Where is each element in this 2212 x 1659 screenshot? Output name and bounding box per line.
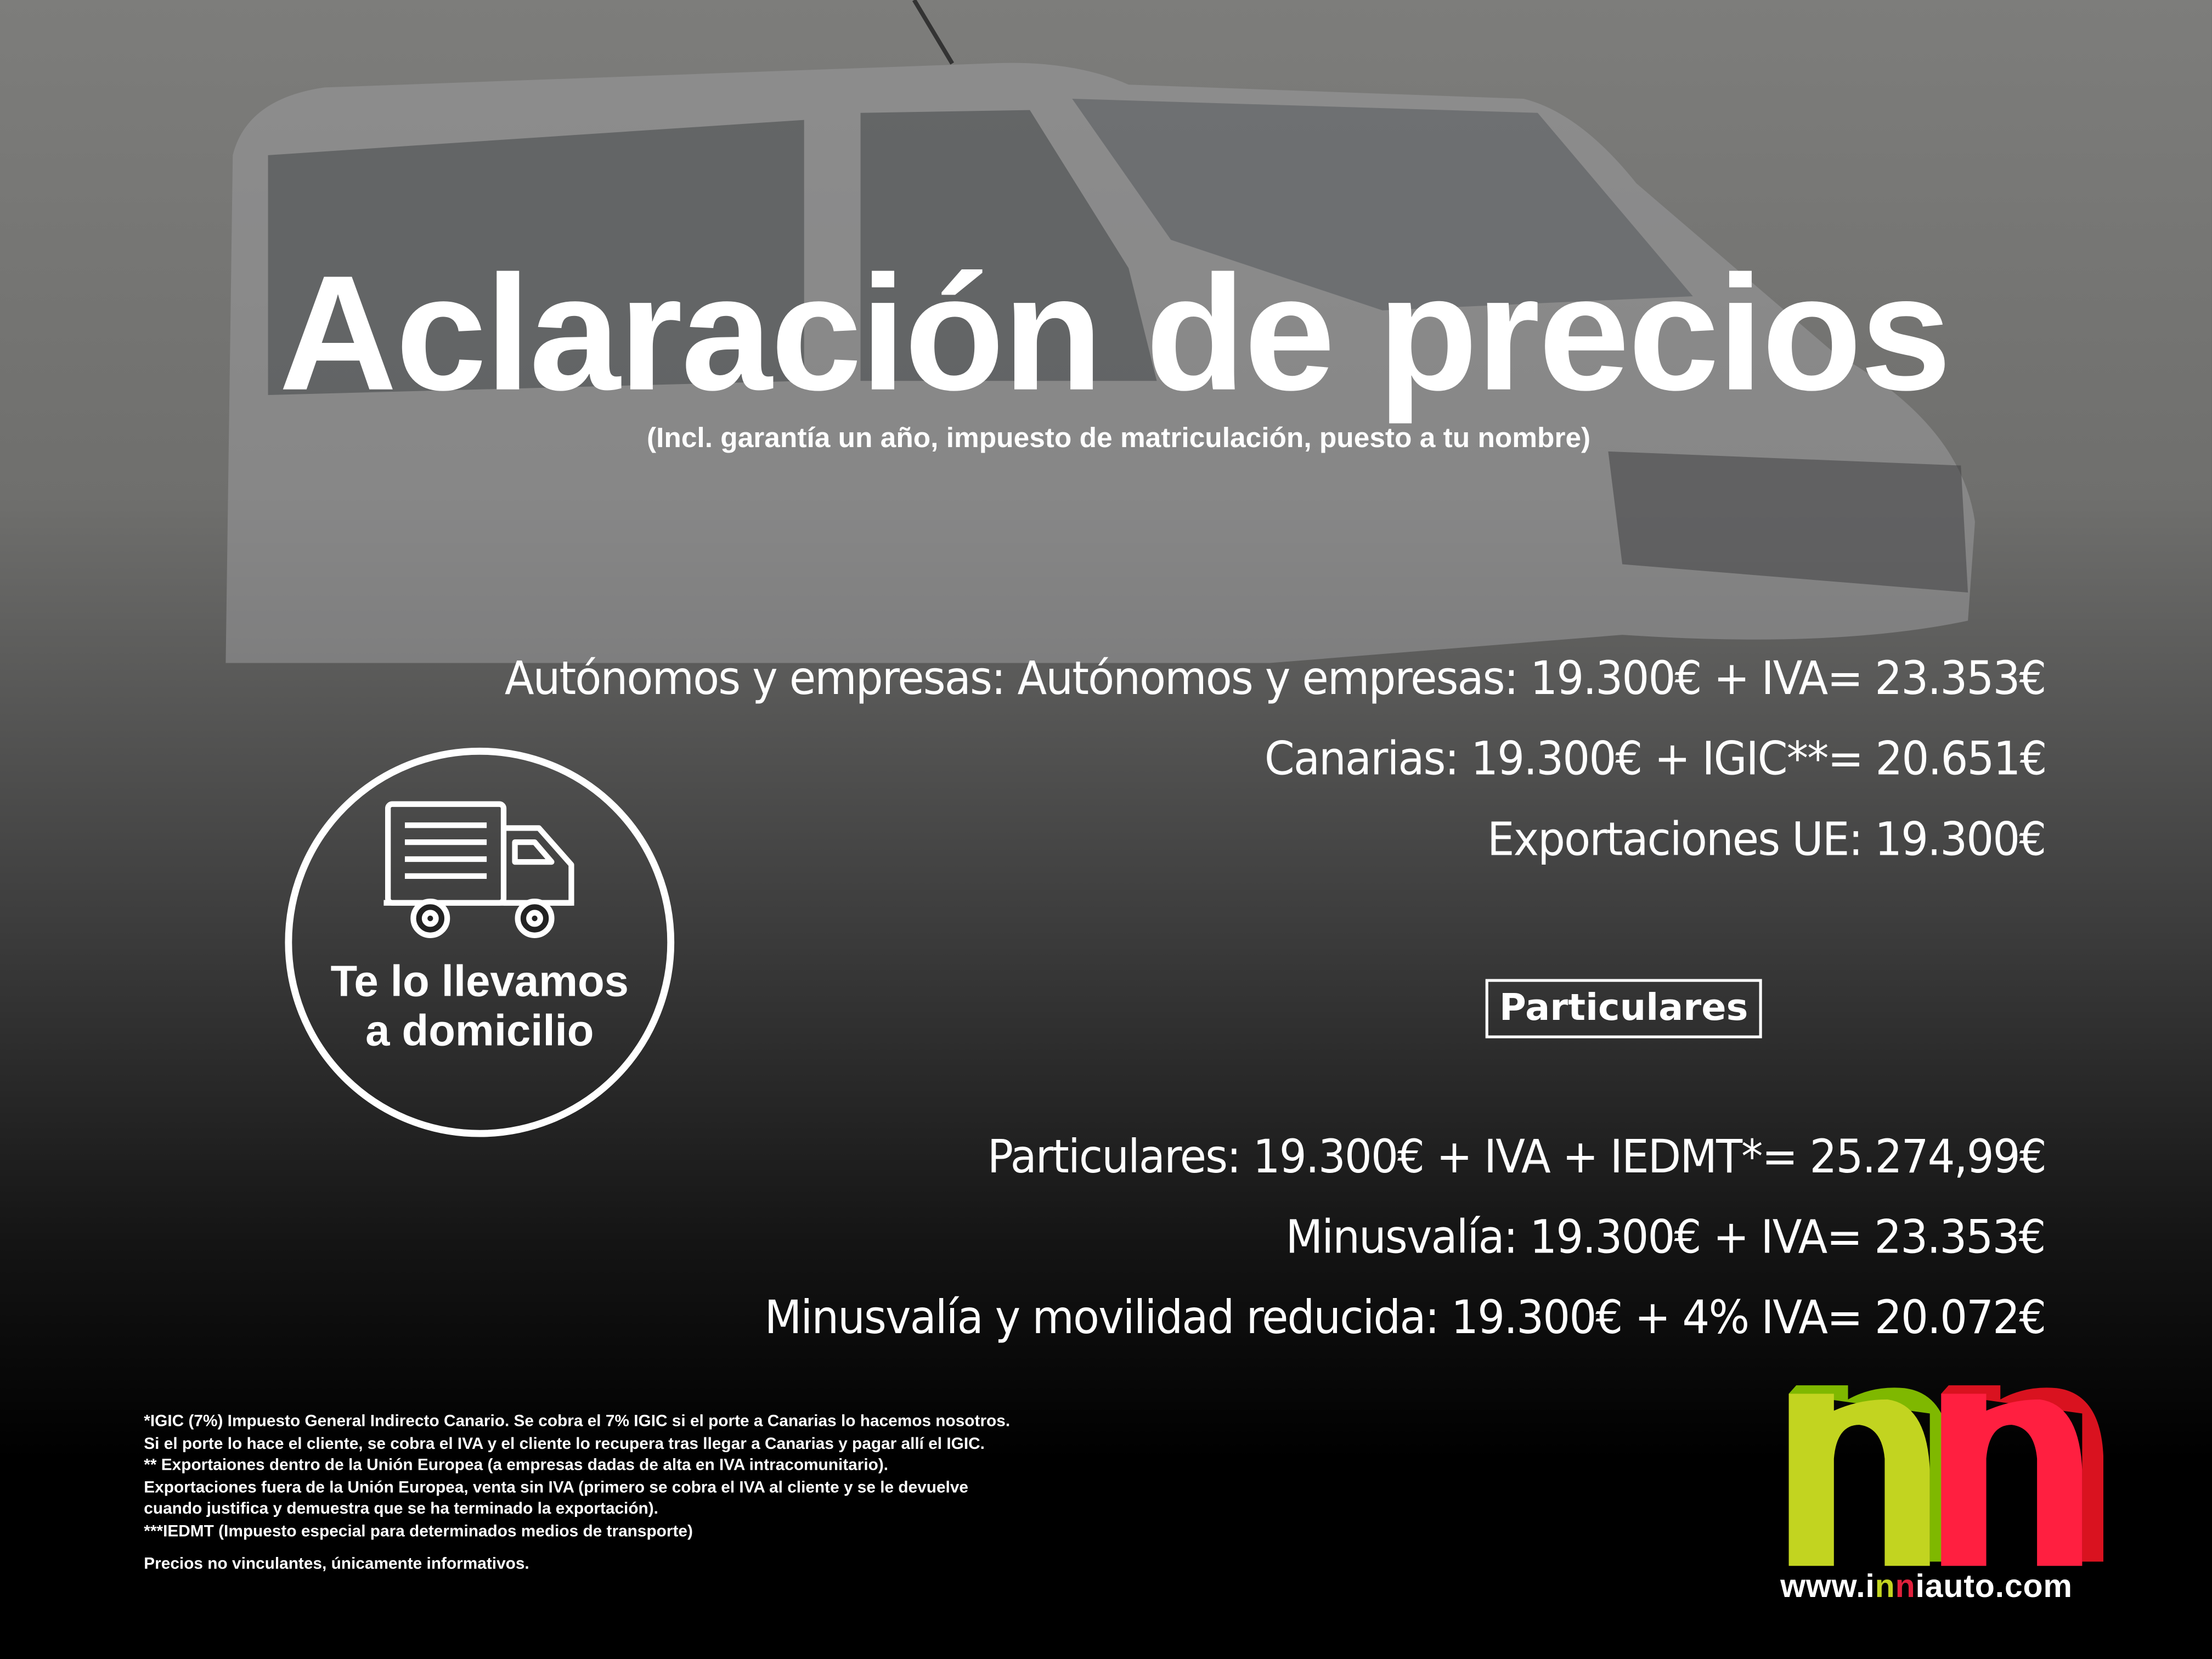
- url-n-green: n: [1875, 1567, 1895, 1604]
- url-prefix: www.i: [1780, 1567, 1875, 1604]
- particulares-badge: Particulares: [1485, 979, 1762, 1039]
- url-suffix: iauto.com: [1915, 1567, 2073, 1604]
- footnote: ***IEDMT (Impuesto especial para determi…: [144, 1522, 693, 1541]
- price-line-movilidad-reducida: Minusvalía y movilidad reducida: 19.300€…: [764, 1290, 2047, 1345]
- page-title: Aclaración de precios: [279, 241, 1951, 425]
- logo-n-green: [1788, 1385, 1951, 1566]
- price-line-business: Autónomos y empresas: Autónomos y empres…: [504, 651, 2047, 706]
- delivery-truck-icon: [383, 801, 574, 938]
- url-n-red: n: [1895, 1567, 1916, 1604]
- delivery-text-line1: Te lo llevamos: [330, 956, 629, 1006]
- footnotes: *IGIC (7%) Impuesto General Indirecto Ca…: [144, 1410, 1010, 1575]
- page-subtitle: (Incl. garantía un año, impuesto de matr…: [646, 423, 1591, 454]
- footnote: ** Exportaiones dentro de la Unión Europ…: [144, 1456, 889, 1475]
- van-background-image: [225, 0, 1975, 663]
- price-line-canarias: Canarias: 19.300€ + IGIC**= 20.651€: [1263, 732, 2047, 786]
- footnote: Exportaciones fuera de la Unión Europea,…: [144, 1478, 969, 1497]
- inniauto-logo: [1788, 1385, 2103, 1566]
- website-url: www.inniauto.com: [1780, 1567, 2073, 1605]
- delivery-badge: Te lo llevamos a domicilio: [285, 747, 675, 1137]
- logo-n-red: [1941, 1385, 2103, 1566]
- footnote: cuando justifica y demuestra que se ha t…: [144, 1500, 658, 1519]
- price-line-particulares: Particulares: 19.300€ + IVA + IEDMT*= 25…: [987, 1130, 2046, 1184]
- price-line-minusvalia: Minusvalía: 19.300€ + IVA= 23.353€: [1286, 1210, 2046, 1264]
- disclaimer: Precios no vinculantes, únicamente infor…: [144, 1554, 529, 1572]
- footnote: *IGIC (7%) Impuesto General Indirecto Ca…: [144, 1412, 1011, 1431]
- delivery-text-line2: a domicilio: [365, 1006, 594, 1056]
- price-line-export-eu: Exportaciones UE: 19.300€: [1487, 812, 2046, 866]
- footnote: Si el porte lo hace el cliente, se cobra…: [144, 1434, 985, 1453]
